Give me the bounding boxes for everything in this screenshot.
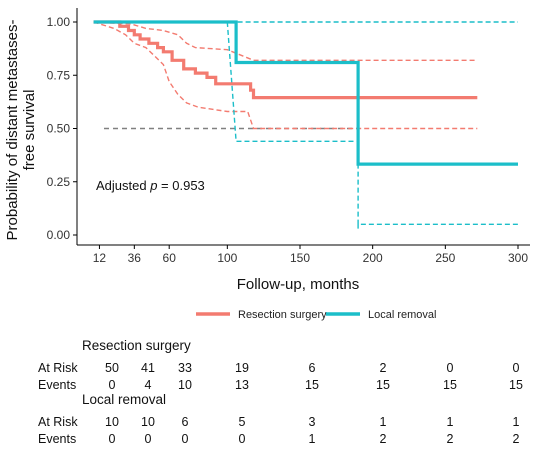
risk-group-title: Resection surgery xyxy=(82,338,191,353)
series-0-curve xyxy=(93,20,478,100)
y-tick-label: 0.00 xyxy=(47,228,71,242)
x-tick-label: 200 xyxy=(363,251,383,265)
p-value-suffix: = 0.953 xyxy=(157,178,204,193)
p-value-annotation: Adjusted p = 0.953 xyxy=(96,178,205,193)
axes: 0.00 0.25 0.50 0.75 1.00 12 36 60 100 150 200 250 30… xyxy=(4,8,530,293)
x-tick-label: 100 xyxy=(217,251,237,265)
events-cell: 15 xyxy=(305,378,319,392)
y-axis-title-line: free survival xyxy=(21,90,38,171)
x-tick-label: 250 xyxy=(435,251,455,265)
events-cell: 2 xyxy=(513,432,520,446)
series-0-ci-upper xyxy=(93,21,478,61)
events-cell: 2 xyxy=(380,432,387,446)
x-tick-label: 12 xyxy=(93,251,107,265)
events-cell: 10 xyxy=(178,378,192,392)
at-risk-cell: 10 xyxy=(141,415,155,429)
at-risk-cell: 2 xyxy=(380,361,387,375)
at-risk-cell: 41 xyxy=(141,361,155,375)
x-axis-title: Follow-up, months xyxy=(237,276,360,293)
series-0-ci-lower xyxy=(93,21,478,130)
events-cell: 0 xyxy=(109,378,116,392)
events-cell: 15 xyxy=(509,378,523,392)
events-cell: 1 xyxy=(309,432,316,446)
at-risk-cell: 33 xyxy=(178,361,192,375)
events-cell: 15 xyxy=(443,378,457,392)
plot-area: Adjusted p = 0.953 xyxy=(93,20,518,229)
risk-row-label: At Risk xyxy=(38,361,78,375)
at-risk-cell: 19 xyxy=(235,361,249,375)
series-1-curve xyxy=(93,20,518,166)
at-risk-cell: 1 xyxy=(447,415,454,429)
at-risk-cell: 6 xyxy=(182,415,189,429)
at-risk-cell: 1 xyxy=(380,415,387,429)
p-value-symbol: p xyxy=(149,178,157,193)
p-value-prefix: Adjusted xyxy=(96,178,150,193)
at-risk-cell: 3 xyxy=(309,415,316,429)
at-risk-cell: 1 xyxy=(513,415,520,429)
x-tick-label: 300 xyxy=(508,251,528,265)
events-cell: 0 xyxy=(109,432,116,446)
y-tick-label: 0.50 xyxy=(47,122,71,136)
at-risk-cell: 6 xyxy=(309,361,316,375)
at-risk-cell: 5 xyxy=(239,415,246,429)
y-tick-label: 0.75 xyxy=(47,68,71,82)
series-1-ci-lower xyxy=(226,21,518,229)
x-tick-label: 60 xyxy=(163,251,177,265)
risk-row-label: Events xyxy=(38,432,76,446)
events-cell: 4 xyxy=(145,378,152,392)
y-tick-label: 0.25 xyxy=(47,175,71,189)
legend-label-1: Local removal xyxy=(368,309,436,321)
at-risk-cell: 10 xyxy=(105,415,119,429)
at-risk-cell: 0 xyxy=(513,361,520,375)
y-tick-label: 1.00 xyxy=(47,15,71,29)
events-cell: 0 xyxy=(145,432,152,446)
events-cell: 0 xyxy=(182,432,189,446)
at-risk-cell: 0 xyxy=(447,361,454,375)
risk-row-label: Events xyxy=(38,378,76,392)
events-cell: 2 xyxy=(447,432,454,446)
events-cell: 0 xyxy=(239,432,246,446)
events-cell: 15 xyxy=(376,378,390,392)
at-risk-cell: 50 xyxy=(105,361,119,375)
legend: Resection surgery Local removal xyxy=(196,309,436,321)
events-cell: 13 xyxy=(235,378,249,392)
legend-label-0: Resection surgery xyxy=(238,309,327,321)
risk-group-title: Local removal xyxy=(82,392,166,407)
risk-row-label: At Risk xyxy=(38,415,78,429)
y-axis-title-line: Probability of distant metastases- xyxy=(4,20,21,241)
x-tick-label: 150 xyxy=(290,251,310,265)
x-tick-label: 36 xyxy=(128,251,142,265)
